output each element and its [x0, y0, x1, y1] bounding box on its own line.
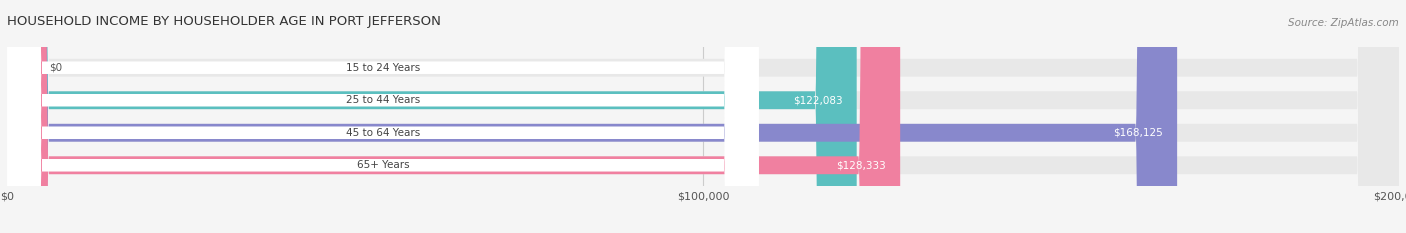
FancyBboxPatch shape: [7, 0, 1399, 233]
Text: $168,125: $168,125: [1114, 128, 1163, 138]
FancyBboxPatch shape: [7, 0, 1399, 233]
FancyBboxPatch shape: [7, 0, 759, 233]
FancyBboxPatch shape: [7, 0, 759, 233]
FancyBboxPatch shape: [7, 0, 1399, 233]
Text: $0: $0: [49, 63, 62, 73]
FancyBboxPatch shape: [7, 0, 1399, 233]
FancyBboxPatch shape: [7, 0, 856, 233]
Text: 65+ Years: 65+ Years: [357, 160, 409, 170]
Text: 45 to 64 Years: 45 to 64 Years: [346, 128, 420, 138]
Text: HOUSEHOLD INCOME BY HOUSEHOLDER AGE IN PORT JEFFERSON: HOUSEHOLD INCOME BY HOUSEHOLDER AGE IN P…: [7, 15, 441, 28]
Text: $128,333: $128,333: [837, 160, 886, 170]
FancyBboxPatch shape: [7, 0, 759, 233]
Text: 15 to 24 Years: 15 to 24 Years: [346, 63, 420, 73]
FancyBboxPatch shape: [7, 0, 759, 233]
Text: $122,083: $122,083: [793, 95, 842, 105]
Text: 25 to 44 Years: 25 to 44 Years: [346, 95, 420, 105]
Text: Source: ZipAtlas.com: Source: ZipAtlas.com: [1288, 18, 1399, 28]
FancyBboxPatch shape: [7, 0, 1177, 233]
FancyBboxPatch shape: [7, 0, 900, 233]
